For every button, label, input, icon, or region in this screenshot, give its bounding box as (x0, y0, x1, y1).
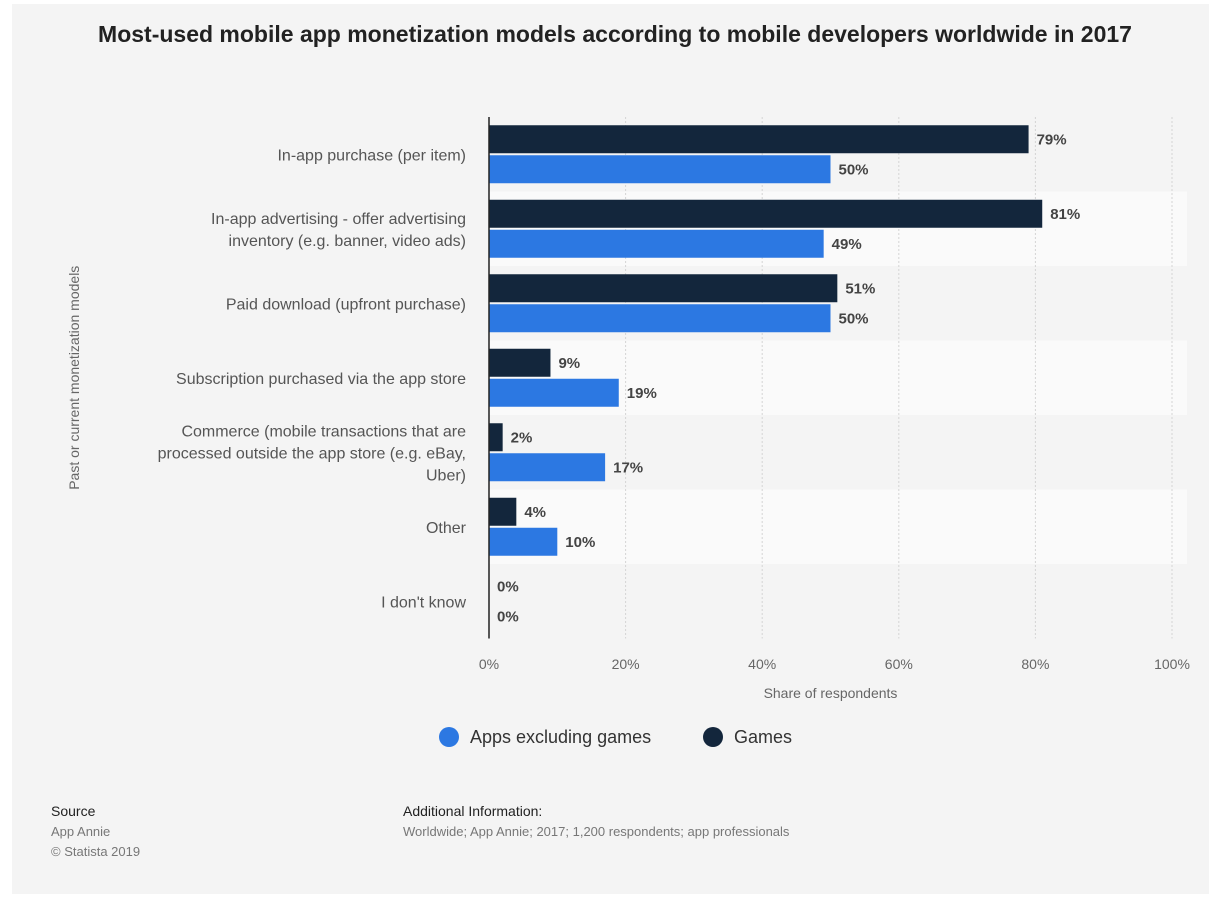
bar-games (489, 423, 503, 452)
chart-title: Most-used mobile app monetization models… (98, 21, 1132, 47)
source-name: App Annie (51, 824, 111, 839)
data-label: 50% (839, 310, 869, 327)
x-tick-label: 100% (1154, 656, 1190, 672)
x-tick-label: 20% (612, 656, 640, 672)
data-label: 17% (613, 459, 643, 476)
data-label: 0% (497, 608, 519, 625)
bar-apps-excluding-games (489, 155, 831, 184)
bar-games (489, 199, 1043, 228)
category-label: Paid download (upfront purchase) (226, 296, 466, 313)
data-label: 0% (497, 578, 519, 595)
legend-label: Games (734, 727, 792, 747)
category-label: In-app purchase (per item) (277, 147, 466, 164)
y-axis-title: Past or current monetization models (66, 266, 82, 490)
bar-apps-excluding-games (489, 229, 824, 258)
data-label: 49% (832, 236, 862, 253)
x-tick-label: 0% (479, 656, 499, 672)
additional-info-text: Worldwide; App Annie; 2017; 1,200 respon… (403, 824, 790, 839)
data-label: 50% (839, 161, 869, 178)
additional-info-heading: Additional Information: (403, 803, 543, 819)
bar-apps-excluding-games (489, 527, 558, 556)
source-copyright: © Statista 2019 (51, 844, 141, 859)
source-heading: Source (51, 803, 96, 819)
data-label: 19% (627, 385, 657, 402)
bar-games (489, 125, 1029, 154)
bar-games (489, 497, 517, 526)
category-label: Subscription purchased via the app store (176, 371, 466, 388)
x-tick-label: 80% (1021, 656, 1049, 672)
data-label: 81% (1050, 206, 1080, 223)
bar-games (489, 274, 838, 303)
band-background (489, 489, 1187, 564)
bar-apps-excluding-games (489, 453, 606, 482)
data-label: 51% (845, 280, 875, 297)
bar-apps-excluding-games (489, 378, 619, 407)
legend-label: Apps excluding games (470, 727, 651, 747)
data-label: 4% (524, 504, 546, 521)
category-label: Commerce (mobile transactions that are pr… (158, 423, 466, 484)
data-label: 9% (558, 355, 580, 372)
data-label: 10% (565, 534, 595, 551)
legend-marker (703, 727, 723, 747)
data-label: 2% (511, 429, 533, 446)
x-tick-label: 40% (748, 656, 776, 672)
data-label: 79% (1037, 131, 1067, 148)
bar-games (489, 348, 551, 377)
legend-marker (439, 727, 459, 747)
category-label: I don't know (381, 594, 466, 611)
bar-apps-excluding-games (489, 304, 831, 333)
x-tick-label: 60% (885, 656, 913, 672)
category-label: In-app advertising - offer advertising in… (211, 211, 466, 250)
x-axis-title: Share of respondents (764, 685, 898, 701)
category-label: Other (426, 520, 467, 537)
